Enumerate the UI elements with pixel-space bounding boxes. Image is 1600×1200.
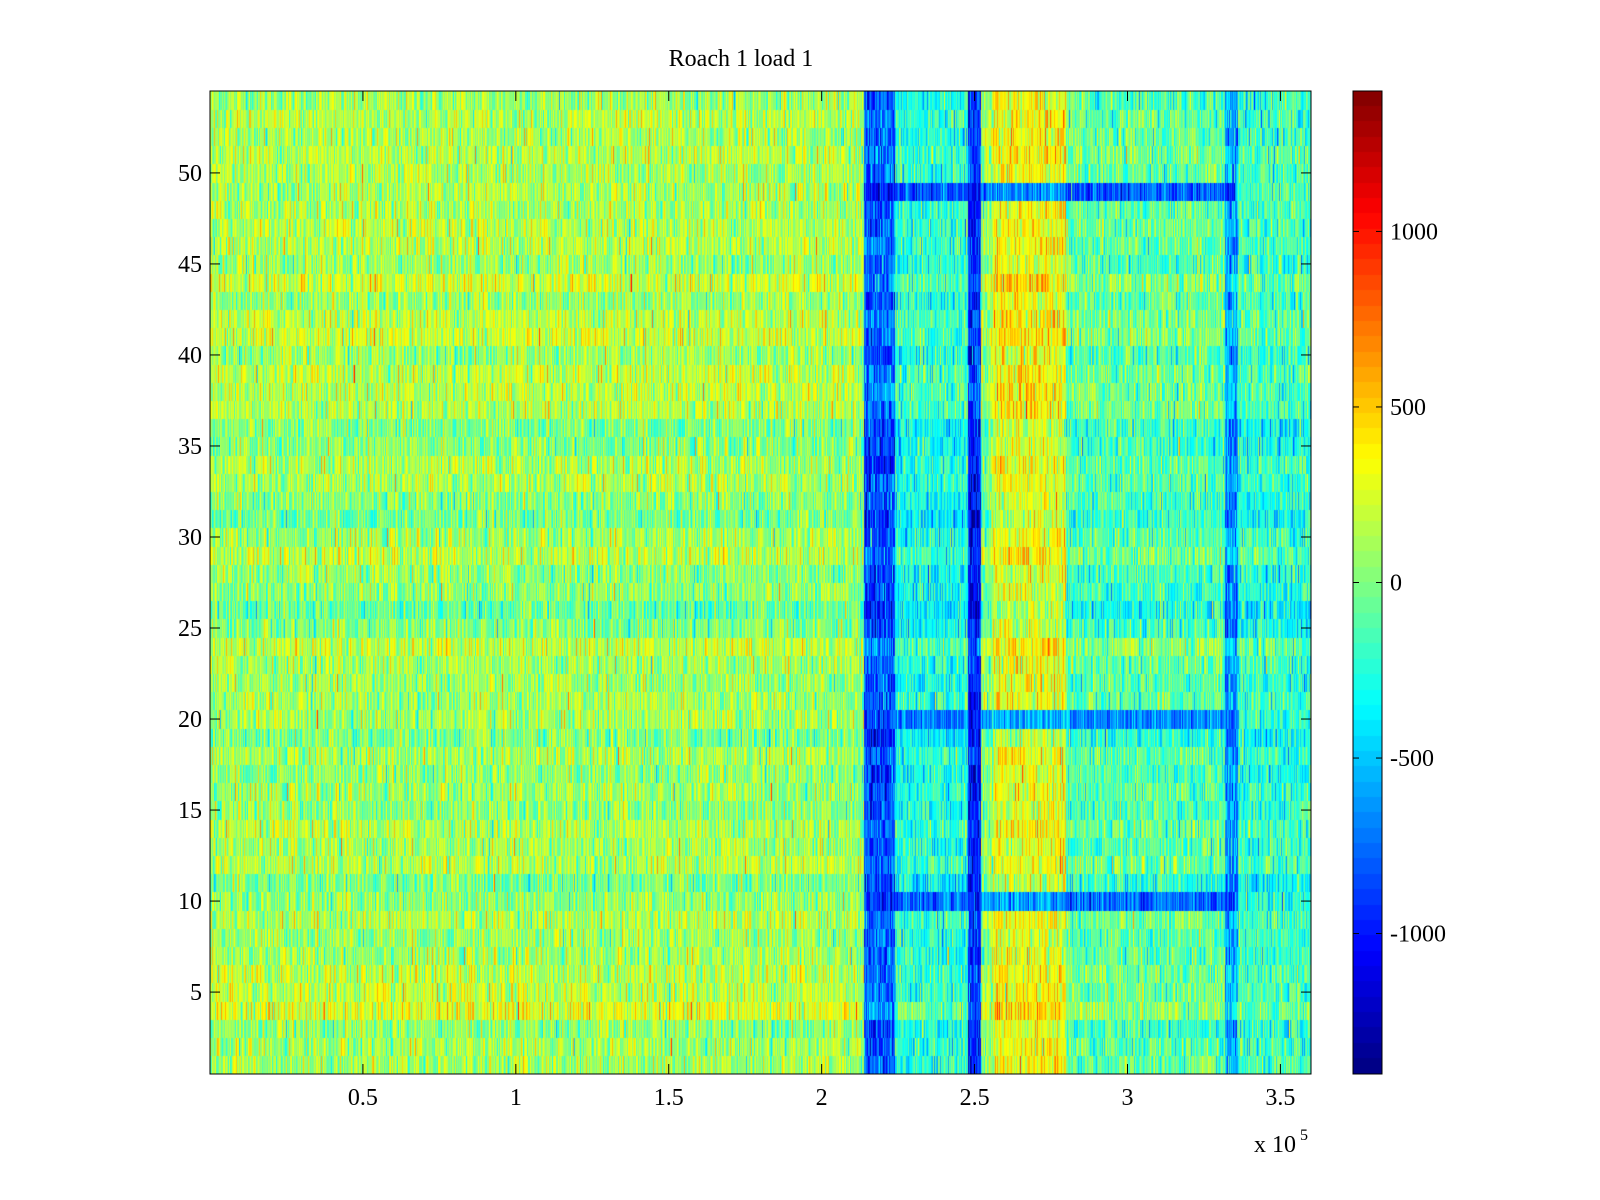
colorbar-tick-label: 0: [1390, 571, 1402, 597]
y-tick-label: 30: [178, 525, 202, 551]
plot-frame: [209, 90, 1312, 1075]
y-tick-label: 35: [178, 434, 202, 460]
x-tick-label: 2: [816, 1085, 828, 1111]
y-tick-label: 15: [178, 798, 202, 824]
x-axis-exponent: x 10 5: [1254, 1127, 1308, 1158]
colorbar-tick-label: 1000: [1390, 219, 1438, 245]
y-tick-label: 10: [178, 889, 202, 915]
y-tick-label: 50: [178, 161, 202, 187]
x-tick-label: 1: [510, 1085, 522, 1111]
x-axis: 0.5 1 1.5 2 2.5 3 3.5: [348, 91, 1295, 1111]
y-tick-label: 40: [178, 343, 202, 369]
x-tick-label: 3.5: [1265, 1085, 1295, 1111]
colorbar-tick-label: -500: [1390, 746, 1434, 772]
x-tick-label: 0.5: [348, 1085, 378, 1111]
y-axis: 5 10 15 20 25 30 35 40 45 50: [178, 161, 1311, 1006]
y-tick-label: 5: [190, 980, 202, 1006]
y-tick-label: 45: [178, 252, 202, 278]
heatmap-image: [210, 91, 1311, 1074]
x-exponent-base: x 10: [1254, 1132, 1296, 1158]
x-exponent-power: 5: [1300, 1127, 1308, 1144]
colorbar-tick-label: -1000: [1390, 922, 1446, 948]
chart-title: Roach 1 load 1: [669, 46, 814, 72]
y-tick-label: 20: [178, 707, 202, 733]
colorbar-tick-label: 500: [1390, 395, 1426, 421]
colorbar-axis: 1000 500 0 -500 -1000: [1353, 219, 1446, 948]
x-tick-label: 2.5: [960, 1085, 990, 1111]
x-tick-label: 3: [1122, 1085, 1134, 1111]
x-tick-label: 1.5: [654, 1085, 684, 1111]
y-tick-label: 25: [178, 616, 202, 642]
